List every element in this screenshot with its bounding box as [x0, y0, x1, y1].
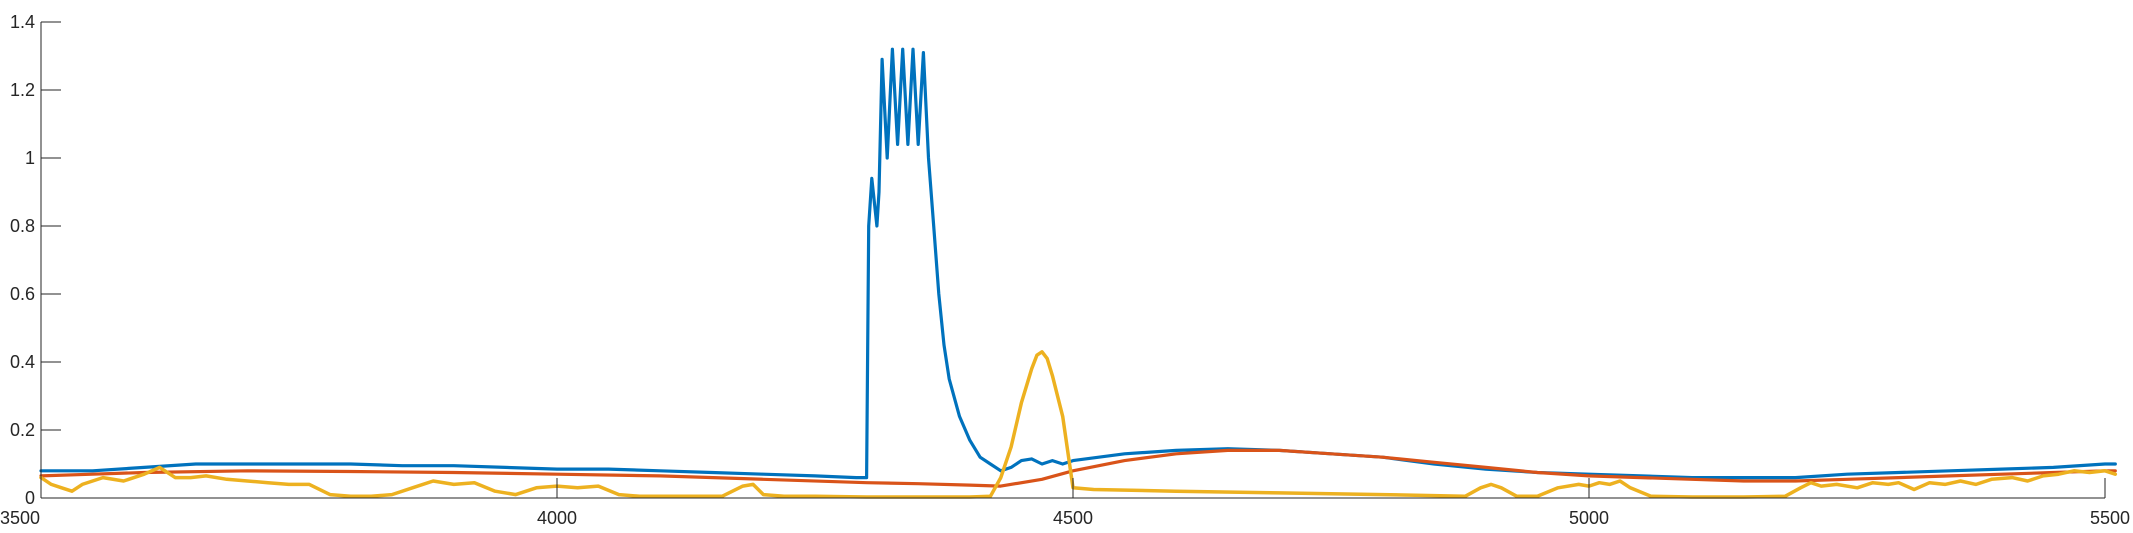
x-tick-label: 5000 [1569, 508, 1609, 528]
series-layer [39, 47, 2118, 499]
y-tick-label: 1.2 [10, 80, 35, 100]
y-tick-label: 0.6 [10, 284, 35, 304]
series-line-2 [39, 448, 2117, 488]
x-axis-ticks: 3500 4000 4500 5000 5500 [0, 478, 2130, 528]
x-tick-label: 4500 [1053, 508, 1093, 528]
y-tick-label: 0 [25, 488, 35, 508]
series-line-3 [39, 350, 2118, 499]
y-axis-ticks: 0 0.2 0.4 0.6 0.8 1 1.2 1.4 [10, 12, 61, 508]
x-tick-label: 5500 [2090, 508, 2130, 528]
y-tick-label: 0.2 [10, 420, 35, 440]
x-tick-label: 4000 [537, 508, 577, 528]
y-tick-label: 0.8 [10, 216, 35, 236]
y-tick-label: 1.4 [10, 12, 35, 32]
x-tick-label: 3500 [0, 508, 40, 528]
series-line-1 [39, 47, 2117, 480]
y-tick-label: 1 [25, 148, 35, 168]
y-tick-label: 0.4 [10, 352, 35, 372]
